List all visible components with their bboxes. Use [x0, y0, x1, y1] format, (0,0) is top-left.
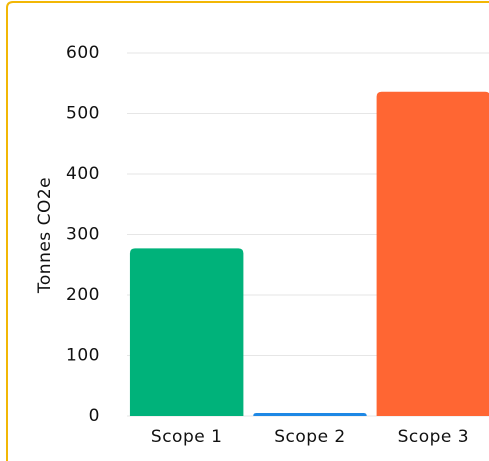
bar: [129, 248, 244, 416]
y-tick-label: 200: [66, 285, 100, 305]
y-tick-label: 0: [89, 406, 100, 426]
bar: [376, 91, 489, 416]
y-tick-label: 400: [66, 164, 100, 184]
x-tick-label: Scope 1: [151, 427, 223, 447]
y-tick-label: 500: [66, 104, 100, 124]
x-tick-label: Scope 3: [398, 427, 470, 447]
card-border: [6, 1, 489, 461]
y-tick-label: 300: [66, 225, 100, 245]
y-axis-label: Tonnes CO2e: [35, 177, 55, 294]
x-tick-label: Scope 2: [274, 427, 346, 447]
y-tick-label: 600: [66, 43, 100, 63]
bar: [253, 412, 367, 416]
y-tick-label: 100: [66, 346, 100, 366]
